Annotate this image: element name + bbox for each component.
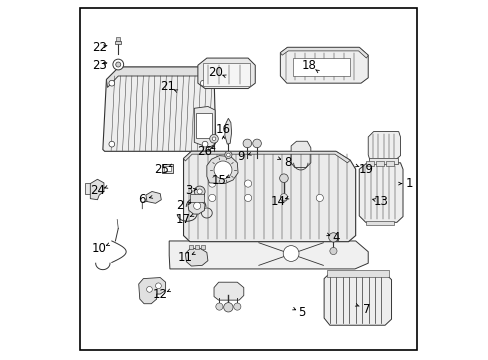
Text: 9: 9 xyxy=(237,150,244,163)
Text: 14: 14 xyxy=(270,195,285,208)
Circle shape xyxy=(226,153,230,157)
Polygon shape xyxy=(280,47,367,83)
Text: 26: 26 xyxy=(197,145,212,158)
Polygon shape xyxy=(194,107,215,148)
Text: 1: 1 xyxy=(405,177,412,190)
Circle shape xyxy=(209,134,218,143)
Circle shape xyxy=(279,174,287,183)
Circle shape xyxy=(208,180,215,187)
Polygon shape xyxy=(367,132,400,160)
Circle shape xyxy=(197,189,202,194)
Bar xyxy=(162,164,172,173)
Text: 2: 2 xyxy=(176,199,183,212)
Circle shape xyxy=(155,283,161,289)
Text: 23: 23 xyxy=(92,59,106,72)
Circle shape xyxy=(215,303,223,310)
Circle shape xyxy=(244,194,251,202)
Circle shape xyxy=(244,180,251,187)
Bar xyxy=(195,191,204,196)
Circle shape xyxy=(224,151,231,158)
Text: 20: 20 xyxy=(208,66,223,79)
Bar xyxy=(201,245,204,249)
Polygon shape xyxy=(290,141,310,167)
Polygon shape xyxy=(106,67,215,87)
Bar xyxy=(85,183,92,194)
Bar xyxy=(385,161,393,166)
Circle shape xyxy=(233,303,241,310)
Circle shape xyxy=(109,141,115,147)
Circle shape xyxy=(328,233,337,242)
Polygon shape xyxy=(324,273,391,325)
Circle shape xyxy=(202,141,207,147)
Polygon shape xyxy=(183,151,349,163)
Bar xyxy=(365,221,394,225)
Polygon shape xyxy=(169,241,367,269)
Text: 15: 15 xyxy=(211,174,226,186)
Circle shape xyxy=(109,80,115,86)
Bar xyxy=(368,158,397,164)
Circle shape xyxy=(316,194,323,202)
Polygon shape xyxy=(198,58,255,89)
Text: 21: 21 xyxy=(160,80,175,93)
Text: 6: 6 xyxy=(138,193,146,206)
Text: 4: 4 xyxy=(331,231,339,244)
Polygon shape xyxy=(90,179,104,200)
Bar xyxy=(116,37,120,41)
Text: 19: 19 xyxy=(358,163,373,176)
Bar xyxy=(375,161,383,166)
Circle shape xyxy=(329,247,336,255)
Text: 7: 7 xyxy=(362,303,369,316)
Bar xyxy=(115,41,121,44)
Circle shape xyxy=(280,194,287,202)
Text: 12: 12 xyxy=(152,288,167,301)
Text: 8: 8 xyxy=(283,156,291,168)
Polygon shape xyxy=(359,163,402,222)
Circle shape xyxy=(283,246,298,261)
Circle shape xyxy=(214,161,231,179)
Bar xyxy=(292,58,349,76)
Bar xyxy=(196,113,212,138)
Polygon shape xyxy=(280,47,367,58)
Text: 13: 13 xyxy=(372,195,387,208)
Text: 24: 24 xyxy=(90,184,105,197)
Circle shape xyxy=(280,194,287,201)
Circle shape xyxy=(146,287,152,292)
Text: 5: 5 xyxy=(298,306,305,319)
Text: 16: 16 xyxy=(215,123,230,136)
Circle shape xyxy=(223,303,233,312)
Circle shape xyxy=(212,137,215,140)
Bar xyxy=(365,161,373,166)
Polygon shape xyxy=(183,151,355,242)
Text: 18: 18 xyxy=(301,59,316,72)
Circle shape xyxy=(194,186,204,197)
Circle shape xyxy=(113,59,123,70)
Text: 17: 17 xyxy=(176,213,191,226)
Circle shape xyxy=(208,194,215,202)
Polygon shape xyxy=(185,248,207,266)
Circle shape xyxy=(116,62,121,67)
Text: 11: 11 xyxy=(178,251,192,264)
Circle shape xyxy=(193,202,201,210)
Circle shape xyxy=(243,139,251,148)
Polygon shape xyxy=(102,67,215,151)
Polygon shape xyxy=(214,282,244,300)
Polygon shape xyxy=(139,278,165,304)
Bar xyxy=(190,194,204,202)
Text: 25: 25 xyxy=(154,163,169,176)
Text: 3: 3 xyxy=(185,184,192,197)
Bar xyxy=(195,245,199,249)
Bar xyxy=(188,245,193,249)
Polygon shape xyxy=(145,192,161,203)
Polygon shape xyxy=(187,200,204,214)
Circle shape xyxy=(252,139,261,148)
Text: 10: 10 xyxy=(92,242,106,255)
Bar xyxy=(326,270,388,277)
Polygon shape xyxy=(224,118,231,144)
Polygon shape xyxy=(206,156,238,184)
Bar xyxy=(203,63,249,86)
Bar xyxy=(164,166,170,171)
Text: 22: 22 xyxy=(92,41,106,54)
Circle shape xyxy=(200,80,206,86)
